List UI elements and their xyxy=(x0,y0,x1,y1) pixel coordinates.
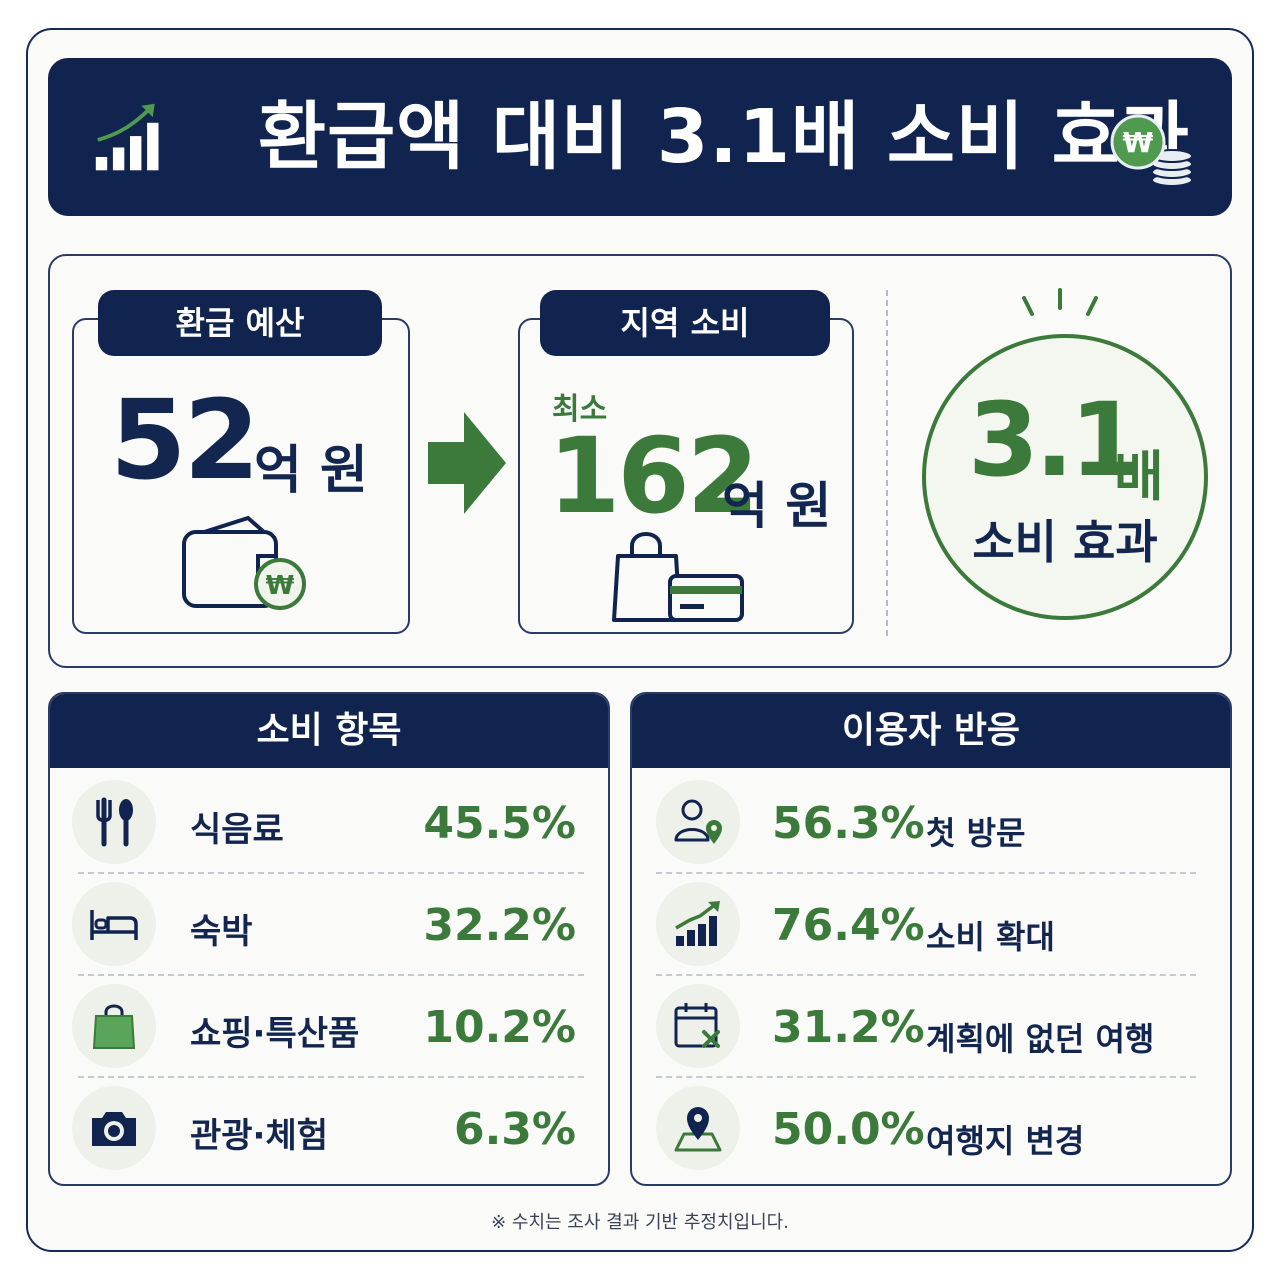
response-label: 여행지 변경 xyxy=(926,1122,1085,1160)
won-coin-stack-icon: ₩ xyxy=(1110,114,1193,187)
multiplier-value: 3.1 xyxy=(968,381,1141,500)
multiplier-unit: 배 xyxy=(1114,445,1164,508)
shopping-bag-card-icon xyxy=(612,532,744,622)
wallet-won-icon: ₩ xyxy=(182,516,306,610)
row-divider xyxy=(656,1076,1196,1078)
spending-prefix: 최소 xyxy=(552,392,608,427)
category-value: 45.5% xyxy=(423,798,576,849)
row-divider xyxy=(656,872,1196,874)
calendar-x-icon xyxy=(656,984,740,1068)
category-value: 32.2% xyxy=(423,900,576,951)
page-title: 환급액 대비 3.1배 소비 효과 xyxy=(258,94,1190,180)
response-value: 31.2% xyxy=(772,1002,925,1053)
growth-chart-icon xyxy=(656,882,740,966)
footnote: ※ 수치는 조사 결과 기반 추정치입니다. xyxy=(491,1212,789,1233)
multiplier-caption: 소비 효과 xyxy=(972,515,1158,569)
highlight-rays-icon xyxy=(1022,288,1098,316)
budget-value: 52 xyxy=(110,376,260,504)
response-panel-title: 이용자 반응 xyxy=(632,694,1230,768)
spending-value: 162 xyxy=(548,415,759,537)
category-value: 10.2% xyxy=(423,1002,576,1053)
budget-unit: 억 원 xyxy=(254,441,368,501)
rising-bar-chart-icon xyxy=(95,103,159,171)
row-divider xyxy=(78,974,584,976)
category-label: 관광·체험 xyxy=(190,1116,329,1156)
person-location-icon xyxy=(656,780,740,864)
row-divider xyxy=(656,974,1196,976)
multiplier-badge xyxy=(922,334,1208,620)
fork-spoon-icon xyxy=(72,780,156,864)
arrow-right-icon xyxy=(428,412,506,514)
divider xyxy=(886,290,888,636)
bed-icon xyxy=(72,882,156,966)
shopping-bag-icon xyxy=(72,984,156,1068)
response-label: 첫 방문 xyxy=(926,814,1026,852)
category-label: 숙박 xyxy=(190,912,253,952)
category-label: 식음료 xyxy=(190,810,284,850)
response-label: 소비 확대 xyxy=(926,918,1055,956)
response-value: 76.4% xyxy=(772,900,925,951)
response-value: 50.0% xyxy=(772,1104,925,1155)
response-value: 56.3% xyxy=(772,798,925,849)
camera-icon xyxy=(72,1086,156,1170)
spending-label: 지역 소비 xyxy=(540,290,830,356)
category-value: 6.3% xyxy=(453,1104,576,1155)
header-banner: 환급액 대비 3.1배 소비 효과 xyxy=(48,58,1232,216)
budget-label: 환급 예산 xyxy=(98,290,382,356)
row-divider xyxy=(78,1076,584,1078)
category-label: 쇼핑·특산품 xyxy=(190,1014,360,1054)
svg-text:₩: ₩ xyxy=(1123,126,1154,159)
svg-text:₩: ₩ xyxy=(266,571,295,601)
response-label: 계획에 없던 여행 xyxy=(926,1020,1155,1058)
category-panel-title: 소비 항목 xyxy=(50,694,608,768)
spending-unit: 억 원 xyxy=(722,477,832,535)
map-pin-icon xyxy=(656,1086,740,1170)
row-divider xyxy=(78,872,584,874)
